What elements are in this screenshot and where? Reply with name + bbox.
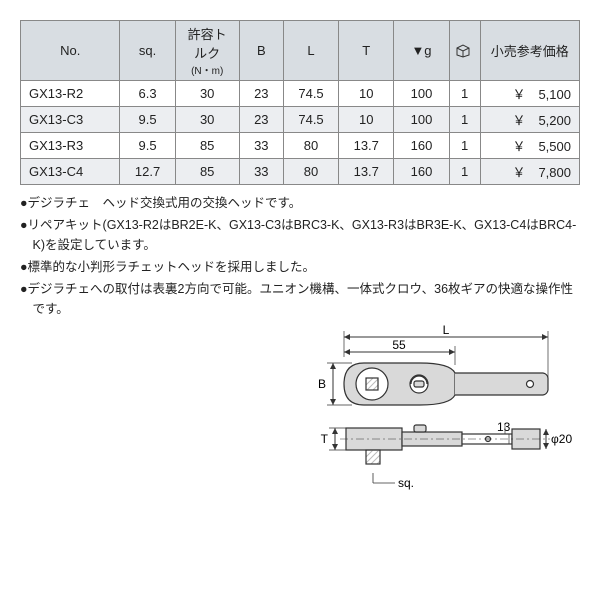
cell-T: 10 (339, 81, 394, 107)
cell-torque: 85 (175, 159, 239, 185)
note-4: ●デジラチェへの取付は表裏2方向で可能。ユニオン機構、一体式クロウ、36枚ギアの… (20, 279, 580, 319)
label-phi20: φ20 (551, 432, 572, 446)
th-torque-label: 許容トルク (188, 27, 227, 61)
th-b: B (239, 21, 283, 81)
dim-sq: sq. (373, 473, 414, 490)
box-icon (456, 44, 470, 58)
th-g: ▼g (394, 21, 449, 81)
cell-T: 10 (339, 107, 394, 133)
cell-B: 33 (239, 133, 283, 159)
dim-55: 55 (344, 338, 455, 365)
table-row: GX13-C39.5302374.5101001￥ 5,200 (21, 107, 580, 133)
cell-box: 1 (449, 159, 480, 185)
cell-g: 100 (394, 81, 449, 107)
diagram-wrap: L 55 B (20, 325, 580, 500)
note-1: ●デジラチェ ヘッド交換式用の交換ヘッドです。 (20, 193, 580, 213)
label-sq: sq. (398, 476, 414, 490)
cell-sq: 6.3 (120, 81, 175, 107)
th-torque: 許容トルク (N・m) (175, 21, 239, 81)
cell-sq: 12.7 (120, 159, 175, 185)
th-box (449, 21, 480, 81)
cell-L: 74.5 (283, 81, 338, 107)
cell-sq: 9.5 (120, 133, 175, 159)
cell-L: 80 (283, 159, 338, 185)
th-torque-unit: (N・m) (191, 66, 223, 77)
cell-price: ￥ 7,800 (480, 159, 579, 185)
cell-box: 1 (449, 81, 480, 107)
cell-no: GX13-R3 (21, 133, 120, 159)
table-row: GX13-R26.3302374.5101001￥ 5,100 (21, 81, 580, 107)
cell-price: ￥ 5,100 (480, 81, 579, 107)
spec-table: No. sq. 許容トルク (N・m) B L T ▼g 小売参考価格 GX13… (20, 20, 580, 185)
cell-torque: 30 (175, 107, 239, 133)
th-no: No. (21, 21, 120, 81)
cell-torque: 30 (175, 81, 239, 107)
cell-no: GX13-R2 (21, 81, 120, 107)
top-view (344, 363, 548, 405)
th-l: L (283, 21, 338, 81)
table-body: GX13-R26.3302374.5101001￥ 5,100GX13-C39.… (21, 81, 580, 185)
diagram: L 55 B (300, 325, 580, 500)
note-2: ●リペアキット(GX13-R2はBR2E-K、GX13-C3はBRC3-K、GX… (20, 215, 580, 255)
cell-T: 13.7 (339, 159, 394, 185)
label-t: T (321, 432, 329, 446)
table-head: No. sq. 許容トルク (N・m) B L T ▼g 小売参考価格 (21, 21, 580, 81)
cell-price: ￥ 5,200 (480, 107, 579, 133)
cell-no: GX13-C4 (21, 159, 120, 185)
cell-B: 23 (239, 107, 283, 133)
cell-box: 1 (449, 133, 480, 159)
th-price: 小売参考価格 (480, 21, 579, 81)
cell-B: 23 (239, 81, 283, 107)
cell-g: 160 (394, 159, 449, 185)
cell-g: 100 (394, 107, 449, 133)
cell-L: 74.5 (283, 107, 338, 133)
cell-price: ￥ 5,500 (480, 133, 579, 159)
dim-phi20: φ20 (543, 429, 572, 449)
table-row: GX13-R39.585338013.71601￥ 5,500 (21, 133, 580, 159)
th-t: T (339, 21, 394, 81)
cell-B: 33 (239, 159, 283, 185)
label-b: B (318, 377, 326, 391)
cell-sq: 9.5 (120, 107, 175, 133)
label-13: 13 (497, 420, 511, 434)
th-sq: sq. (120, 21, 175, 81)
header-row: No. sq. 許容トルク (N・m) B L T ▼g 小売参考価格 (21, 21, 580, 81)
note-3: ●標準的な小判形ラチェットヘッドを採用しました。 (20, 257, 580, 277)
label-55: 55 (392, 338, 406, 352)
cell-L: 80 (283, 133, 338, 159)
label-l: L (443, 325, 450, 337)
cell-box: 1 (449, 107, 480, 133)
cell-no: GX13-C3 (21, 107, 120, 133)
notes-block: ●デジラチェ ヘッド交換式用の交換ヘッドです。 ●リペアキット(GX13-R2は… (20, 193, 580, 319)
cell-g: 160 (394, 133, 449, 159)
table-row: GX13-C412.785338013.71601￥ 7,800 (21, 159, 580, 185)
cell-T: 13.7 (339, 133, 394, 159)
cell-torque: 85 (175, 133, 239, 159)
side-view (346, 425, 540, 464)
